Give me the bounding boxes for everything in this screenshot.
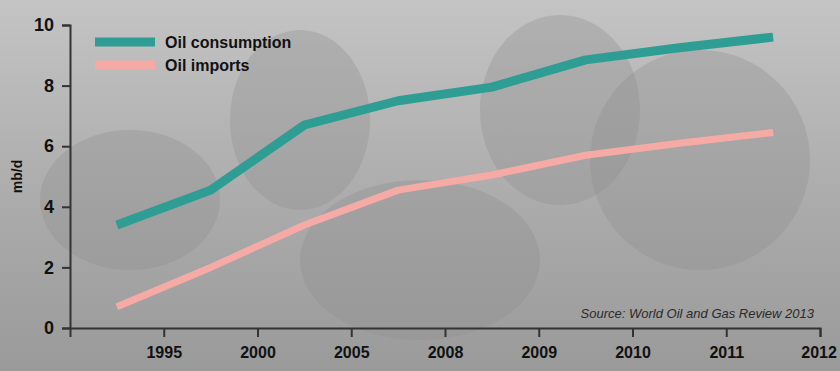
x-tick-mark xyxy=(163,328,165,337)
x-tick: 2010 xyxy=(615,328,651,361)
y-tick: 8 xyxy=(44,76,70,96)
y-tick: 2 xyxy=(44,258,70,278)
x-tick-label: 1995 xyxy=(146,344,182,361)
y-tick-label: 8 xyxy=(44,76,54,96)
x-tick-label: 2012 xyxy=(801,344,837,361)
legend-swatch xyxy=(95,38,155,47)
y-tick-mark xyxy=(62,85,70,87)
series-line xyxy=(117,133,773,307)
legend-label: Oil consumption xyxy=(165,34,291,51)
background-shape xyxy=(230,30,370,210)
x-tick: 2000 xyxy=(240,328,276,361)
x-tick-label: 2000 xyxy=(240,344,276,361)
y-tick-mark xyxy=(62,267,70,269)
x-tick-mark xyxy=(820,328,822,337)
y-tick-mark xyxy=(62,328,70,330)
y-tick: 10 xyxy=(34,15,70,35)
x-axis: 1995 2000 2005 2008 2009 2010 2011 2012 xyxy=(71,328,838,361)
y-tick-mark xyxy=(62,146,70,148)
legend-label: Oil imports xyxy=(165,57,250,74)
x-tick-mark xyxy=(445,328,447,337)
x-tick: 2012 xyxy=(801,328,837,361)
series-line xyxy=(117,37,773,225)
y-tick: 0 xyxy=(44,318,70,338)
y-axis: 0 2 4 6 8 10 xyxy=(34,15,71,338)
y-axis-line xyxy=(62,26,71,329)
y-tick-label: 0 xyxy=(44,318,54,338)
x-tick-label: 2011 xyxy=(709,344,744,361)
background-shape xyxy=(300,180,540,340)
x-tick-label: 2010 xyxy=(615,344,651,361)
y-tick-label: 6 xyxy=(44,136,54,156)
chart: 0 2 4 6 8 10 1995 2000 2005 2008 2009 2010 2011 2012 m… xyxy=(0,0,840,371)
x-tick: 1995 xyxy=(146,328,182,361)
y-tick: 4 xyxy=(44,197,70,217)
x-tick-label: 2008 xyxy=(428,344,464,361)
background xyxy=(0,0,840,371)
x-tick-mark xyxy=(726,328,728,337)
x-tick-mark xyxy=(257,328,259,337)
annotation: Source: World Oil and Gas Review 2013 xyxy=(581,306,815,321)
x-tick: 2009 xyxy=(521,328,557,361)
y-tick-label: 4 xyxy=(44,197,54,217)
plot-area xyxy=(117,37,773,307)
legend: Oil consumption Oil imports xyxy=(95,34,291,74)
x-tick-label: 2009 xyxy=(521,344,557,361)
y-tick-label: 2 xyxy=(44,258,54,278)
background-shape xyxy=(590,50,810,270)
x-tick-mark xyxy=(632,328,634,337)
x-axis-line xyxy=(71,329,821,338)
y-tick-mark xyxy=(62,25,70,27)
y-tick-mark xyxy=(62,206,70,208)
y-tick: 6 xyxy=(44,136,70,156)
x-tick-mark xyxy=(538,328,540,337)
x-tick-label: 2005 xyxy=(334,344,370,361)
x-tick: 2005 xyxy=(334,328,370,361)
x-tick: 2008 xyxy=(428,328,464,361)
x-tick: 2011 xyxy=(709,328,744,361)
y-tick-label: 10 xyxy=(34,15,54,35)
y-axis-title: mb/d xyxy=(9,160,25,193)
legend-swatch xyxy=(95,61,155,70)
x-tick-mark xyxy=(351,328,353,337)
